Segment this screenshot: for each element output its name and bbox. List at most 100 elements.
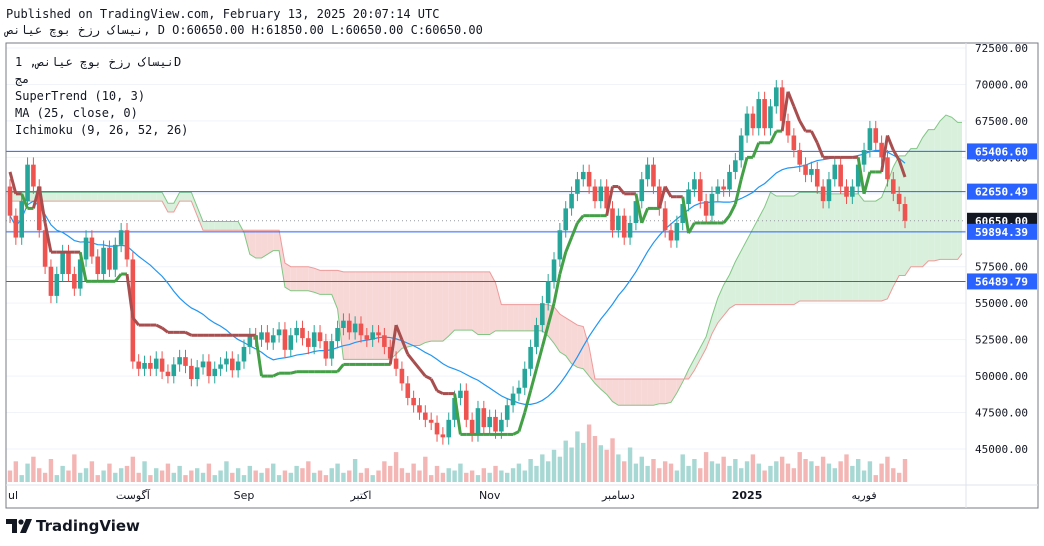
volume-bar — [592, 436, 598, 482]
supertrend-segment — [728, 203, 737, 217]
cloud-segment — [951, 117, 958, 260]
candle-body — [294, 327, 299, 336]
volume-bar — [113, 472, 118, 482]
legend-supertrend[interactable]: SuperTrend (10, 3) — [15, 89, 146, 103]
volume-bar — [388, 465, 393, 482]
cloud-segment — [179, 192, 186, 202]
supertrend-segment — [681, 196, 691, 234]
candle-body — [288, 335, 294, 350]
legend-ma[interactable]: MA (25, close, 0) — [15, 106, 138, 120]
candle-body — [756, 99, 762, 129]
volume-bar — [891, 468, 896, 482]
candle-body — [153, 358, 159, 369]
candle-body — [124, 230, 130, 260]
candle-body — [891, 179, 896, 194]
volume-bar — [510, 468, 516, 482]
volume-bar — [744, 461, 750, 482]
cloud-segment — [741, 239, 748, 305]
cloud-segment — [45, 192, 51, 202]
supertrend-segment — [20, 193, 29, 209]
supertrend-segment — [125, 273, 135, 318]
volume-bar — [77, 472, 83, 482]
candle-body — [504, 405, 510, 420]
candle-body — [463, 390, 469, 420]
cloud-segment — [758, 206, 765, 305]
candle-body — [200, 361, 206, 368]
cloud-segment — [565, 317, 572, 364]
moving-average-line — [9, 149, 906, 405]
cloud-segment — [788, 196, 794, 305]
candle-body — [183, 357, 188, 366]
candle-body — [902, 204, 908, 221]
cloud-segment — [396, 271, 402, 355]
tradingview-logo[interactable]: TradingView — [6, 517, 140, 535]
candle-body — [627, 222, 633, 238]
supertrend-segment — [254, 335, 264, 377]
cloud-segment — [817, 192, 824, 301]
candle-body — [206, 361, 212, 377]
candle-body — [516, 387, 522, 394]
cloud-segment — [635, 379, 642, 406]
cloud-segment — [624, 379, 631, 406]
cloud-segment — [846, 193, 853, 301]
supertrend-segment — [114, 273, 123, 283]
volume-bar — [25, 463, 30, 482]
level-label: 62650.49 — [975, 186, 1028, 199]
cloud-segment — [554, 306, 560, 353]
cloud-segment — [805, 192, 812, 301]
cloud-segment — [840, 193, 847, 301]
candle-body — [534, 325, 539, 347]
cloud-segment — [524, 304, 531, 331]
volume-bar — [218, 470, 223, 482]
supertrend-segment — [886, 134, 895, 151]
volume-bar — [370, 475, 375, 482]
supertrend-segment — [780, 91, 790, 132]
cloud-segment — [74, 192, 81, 202]
candle-body — [382, 335, 387, 347]
cloud-segment — [62, 192, 69, 202]
legend-ichimoku[interactable]: Ichimoku (9, 26, 52, 26) — [15, 123, 189, 137]
candle-body — [276, 329, 282, 336]
cloud-segment — [735, 250, 742, 305]
volume-bar — [411, 463, 416, 482]
volume-bar — [902, 459, 908, 482]
cloud-segment — [132, 192, 139, 202]
candle-body — [715, 186, 721, 194]
cloud-segment — [214, 221, 221, 231]
candle-body — [469, 419, 475, 435]
level-label: 65406.60 — [975, 145, 1028, 158]
cloud-segment — [284, 263, 291, 291]
time-tick-label: Sep — [234, 489, 255, 502]
volume-bar — [294, 465, 299, 482]
candle-body — [809, 169, 814, 175]
volume-bar — [557, 456, 563, 482]
supertrend-segment — [184, 331, 193, 337]
cloud-segment — [115, 192, 122, 202]
candle-body — [697, 179, 703, 202]
candle-body — [692, 179, 697, 190]
candle-body — [171, 364, 177, 377]
candle-body — [300, 327, 305, 339]
supertrend-segment — [739, 156, 749, 180]
volume-bar — [844, 454, 849, 482]
cloud-segment — [150, 192, 157, 202]
candle-body — [428, 419, 434, 423]
candle-body — [241, 346, 247, 362]
supertrend-line — [8, 91, 907, 436]
cloud-segment — [618, 379, 625, 406]
volume-bar — [300, 468, 305, 482]
price-tick-label: 55000.00 — [975, 297, 1028, 310]
candle-body — [580, 171, 586, 180]
candle-body — [434, 422, 440, 435]
volume-bar — [616, 454, 621, 482]
volume-bar — [551, 449, 557, 482]
volume-bar — [856, 459, 861, 482]
cloud-segment — [208, 221, 215, 231]
cloud-segment — [267, 230, 274, 255]
candle-body — [545, 281, 551, 304]
volume-bar — [709, 461, 715, 482]
volume-bar — [393, 452, 399, 482]
supertrend-segment — [640, 207, 650, 224]
candle-body — [850, 186, 855, 197]
